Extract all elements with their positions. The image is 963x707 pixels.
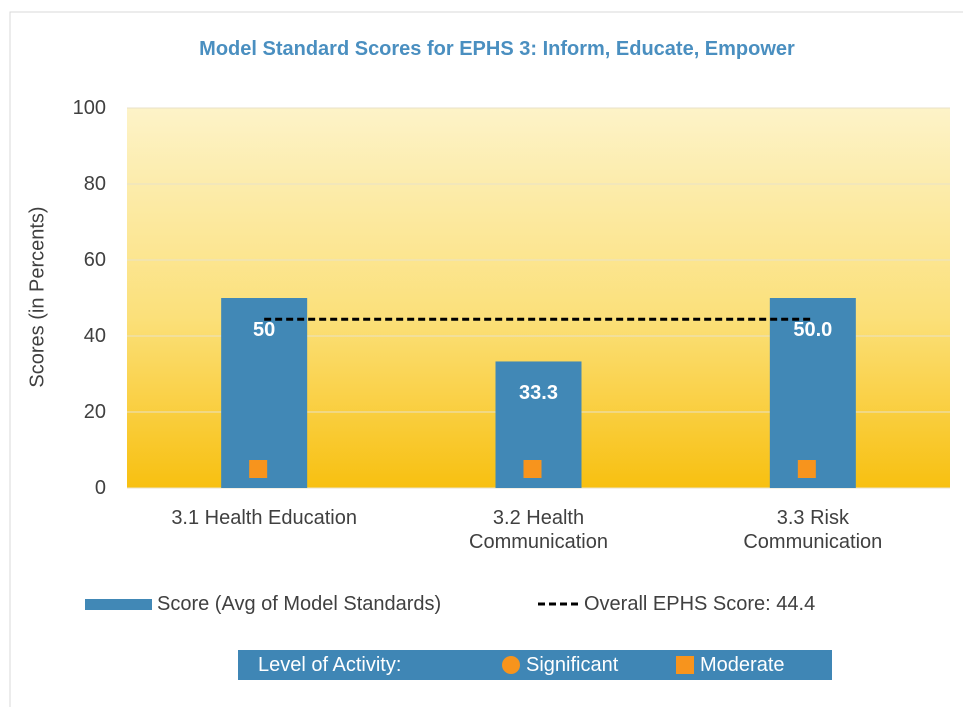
level-legend-box bbox=[238, 650, 832, 680]
level-marker bbox=[523, 460, 542, 478]
frame bbox=[9, 11, 963, 707]
legend-swatch bbox=[676, 656, 694, 674]
x-tick-label: 3.3 Risk Communication bbox=[743, 507, 883, 553]
data-label: 33.3 bbox=[519, 382, 558, 405]
legend-label: Score (Avg of Model Standards) bbox=[157, 593, 442, 615]
y-tick-label: 60 bbox=[83, 249, 106, 271]
level-marker bbox=[249, 460, 268, 478]
y-tick-label: 40 bbox=[83, 325, 106, 347]
bar bbox=[221, 298, 308, 488]
x-tick-label: 3.1 Health Education bbox=[171, 507, 357, 529]
legend-label: Significant bbox=[526, 654, 619, 676]
y-tick-label: 80 bbox=[83, 173, 106, 195]
legend-swatch bbox=[85, 599, 152, 610]
data-label: 50 bbox=[253, 319, 276, 341]
data-label: 50.0 bbox=[793, 319, 833, 341]
level-legend-title: Level of Activity: bbox=[258, 654, 402, 676]
y-axis-label: Scores (in Percents) bbox=[26, 206, 49, 388]
legend-label: Overall EPHS Score: 44.4 bbox=[584, 593, 816, 615]
level-marker bbox=[797, 460, 816, 478]
bar bbox=[769, 298, 856, 488]
legend-label: Moderate bbox=[700, 654, 785, 676]
y-tick-label: 100 bbox=[72, 97, 106, 119]
y-tick-label: 0 bbox=[94, 477, 106, 499]
y-tick-label: 20 bbox=[83, 401, 106, 423]
x-tick-label: 3.2 Health Communication bbox=[469, 507, 608, 553]
chart-title: Model Standard Scores for EPHS 3: Inform… bbox=[199, 38, 795, 60]
legend-swatch bbox=[502, 656, 520, 674]
